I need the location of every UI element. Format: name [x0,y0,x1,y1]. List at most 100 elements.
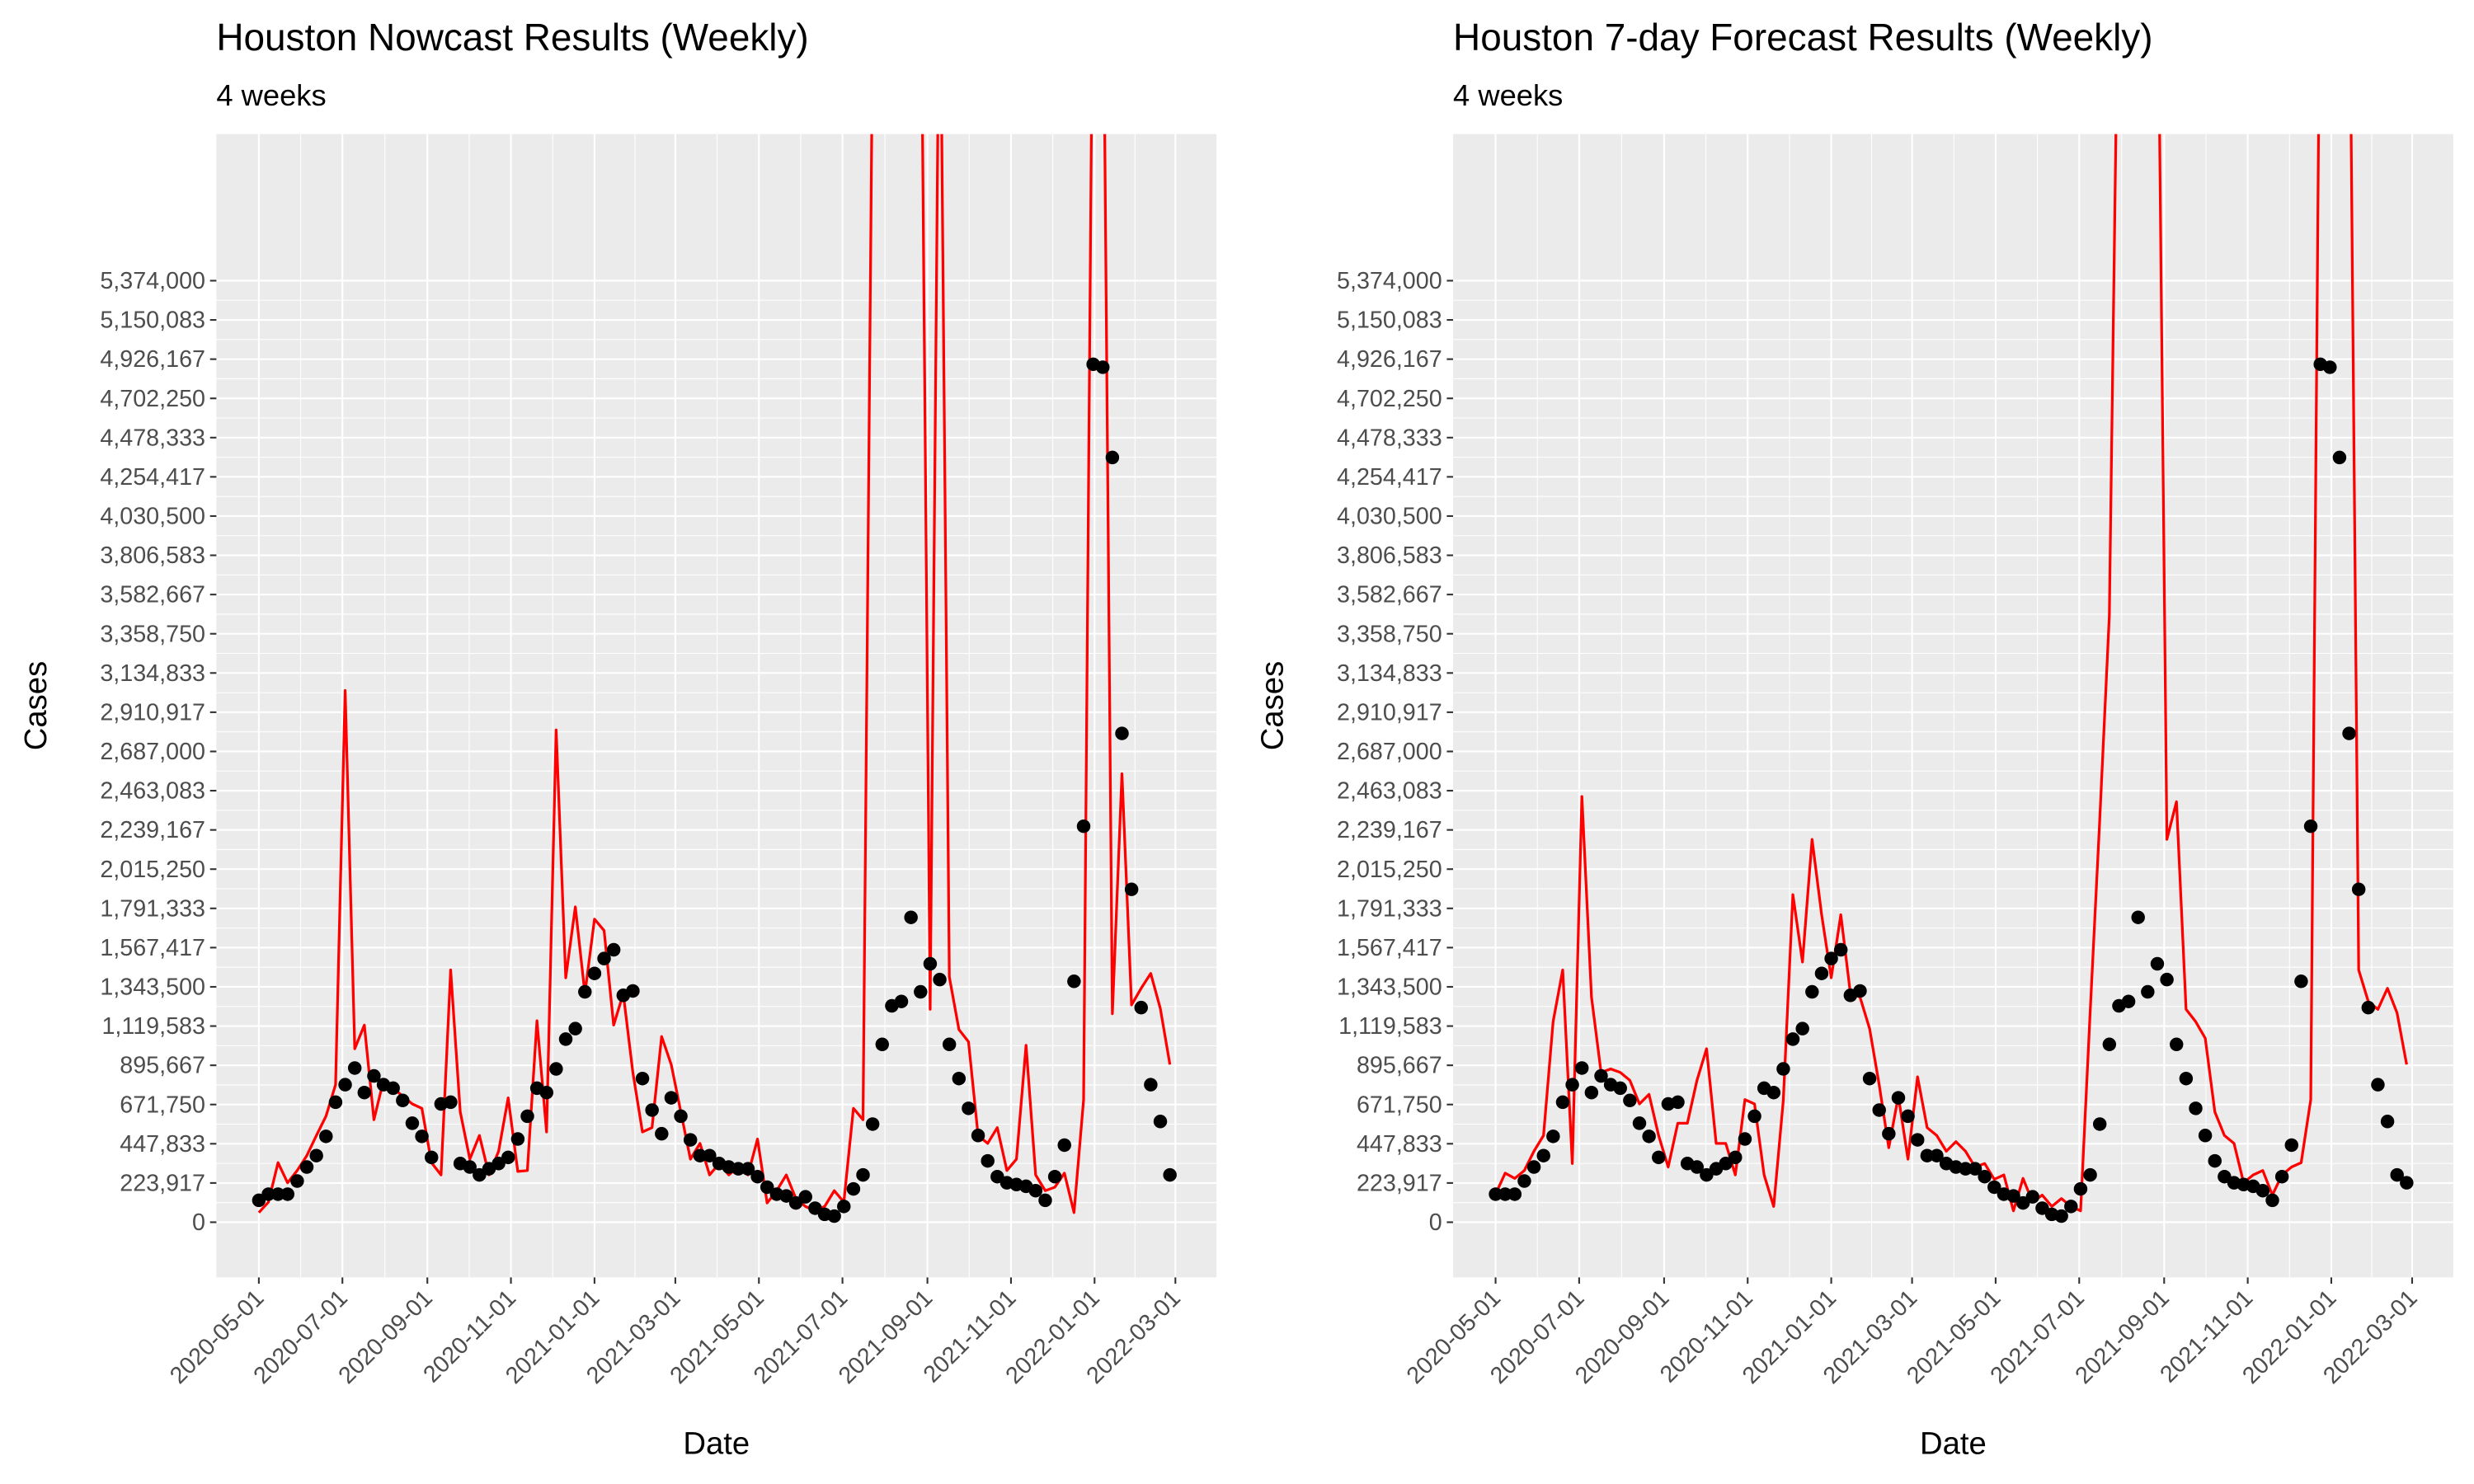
y-tick-label: 4,254,417 [1337,464,1442,491]
data-point [558,1032,573,1046]
data-point [1766,1085,1781,1100]
data-point [1747,1109,1761,1124]
data-point [1498,1187,1512,1201]
data-point [539,1085,553,1100]
data-point [1930,1148,1944,1162]
data-point [1536,1148,1550,1162]
data-point [2131,910,2145,924]
data-point [1565,1078,1579,1092]
y-tick-label: 4,926,167 [100,346,205,373]
chart-title: Houston 7-day Forecast Results (Weekly) [1453,16,2152,59]
data-point [319,1129,333,1144]
data-point [1546,1129,1560,1144]
data-point [1517,1174,1531,1188]
panel-group: Houston Nowcast Results (Weekly) 4 weeks 0… [18,16,1217,1462]
y-axis-label: Cases [18,661,54,750]
data-point [1872,1103,1886,1117]
y-tick-label: 4,030,500 [100,504,205,530]
data-point [2323,360,2337,374]
data-layer [252,134,1177,1223]
y-tick-label: 4,254,417 [100,464,205,491]
data-point [1959,1162,1973,1176]
data-point [1067,974,1081,989]
data-point [1038,1193,1052,1208]
data-point [693,1148,708,1162]
y-tick-label: 3,582,667 [1337,582,1442,608]
data-point [1623,1093,1637,1108]
data-point [1584,1085,1599,1100]
data-point [1134,1000,1148,1015]
data-point [2073,1181,2088,1196]
data-point [328,1095,343,1110]
data-point [865,1117,880,1131]
data-point [626,984,640,998]
data-point [2121,994,2136,1008]
y-tick-label: 3,134,833 [100,660,205,687]
data-point [846,1181,861,1196]
data-point [606,942,621,957]
data-point [1920,1148,1935,1162]
data-point [396,1093,410,1108]
data-point [971,1129,985,1143]
data-point [962,1101,976,1115]
chart-subtitle: 4 weeks [1453,78,1563,112]
data-point [1776,1062,1790,1076]
y-tick-label: 3,806,583 [1337,542,1442,569]
data-point [894,994,909,1008]
y-tick-label: 2,687,000 [100,739,205,765]
data-point [981,1153,995,1168]
data-point [1690,1160,1704,1174]
y-tick-label: 2,910,917 [1337,699,1442,726]
data-point [952,1071,967,1086]
data-point [798,1190,812,1204]
data-point [1968,1162,1982,1176]
y-tick-label: 2,015,250 [100,857,205,883]
y-tick-label: 0 [1429,1209,1442,1236]
data-point [2189,1101,2203,1115]
data-point [2303,819,2318,834]
data-point [1105,450,1120,465]
data-point [1785,1032,1800,1046]
data-point [2361,1000,2376,1015]
data-point [904,910,918,924]
y-tick-label: 4,030,500 [1337,504,1442,530]
data-point [2380,1115,2395,1129]
y-tick-label: 1,567,417 [100,935,205,961]
y-tick-label: 4,702,250 [1337,386,1442,412]
data-point [837,1200,851,1214]
data-point [2198,1129,2213,1143]
data-point [1987,1180,2001,1195]
y-tick-label: 895,667 [1357,1053,1442,1079]
series-line [257,134,1172,1214]
data-point [1115,726,1129,740]
data-point [2170,1037,2184,1052]
data-point [1507,1187,1522,1201]
data-point [875,1037,889,1052]
data-point [2265,1193,2279,1208]
y-tick-label: 2,687,000 [1337,739,1442,765]
y-tick-label: 5,374,000 [1337,268,1442,294]
data-point [1153,1115,1168,1129]
data-point [2054,1209,2068,1223]
data-point [942,1037,957,1052]
data-point [2332,450,2347,465]
data-point [1795,1021,1809,1036]
data-point [424,1150,439,1165]
data-point [933,972,947,987]
data-point [923,956,938,971]
y-tick-label: 5,374,000 [100,268,205,294]
y-tick-label: 1,119,583 [101,1013,205,1040]
data-point [703,1148,717,1162]
series-line [1494,134,2408,1213]
y-tick-label: 4,478,333 [100,425,205,451]
y-tick-label: 1,343,500 [1337,974,1442,1001]
data-point [1824,951,1838,965]
data-point [510,1132,525,1146]
data-point [367,1068,381,1083]
data-point [1163,1167,1177,1182]
data-point [501,1150,515,1165]
data-point [741,1162,755,1176]
y-tick-label: 2,463,083 [100,778,205,805]
y-tick-label: 1,119,583 [1338,1013,1442,1040]
